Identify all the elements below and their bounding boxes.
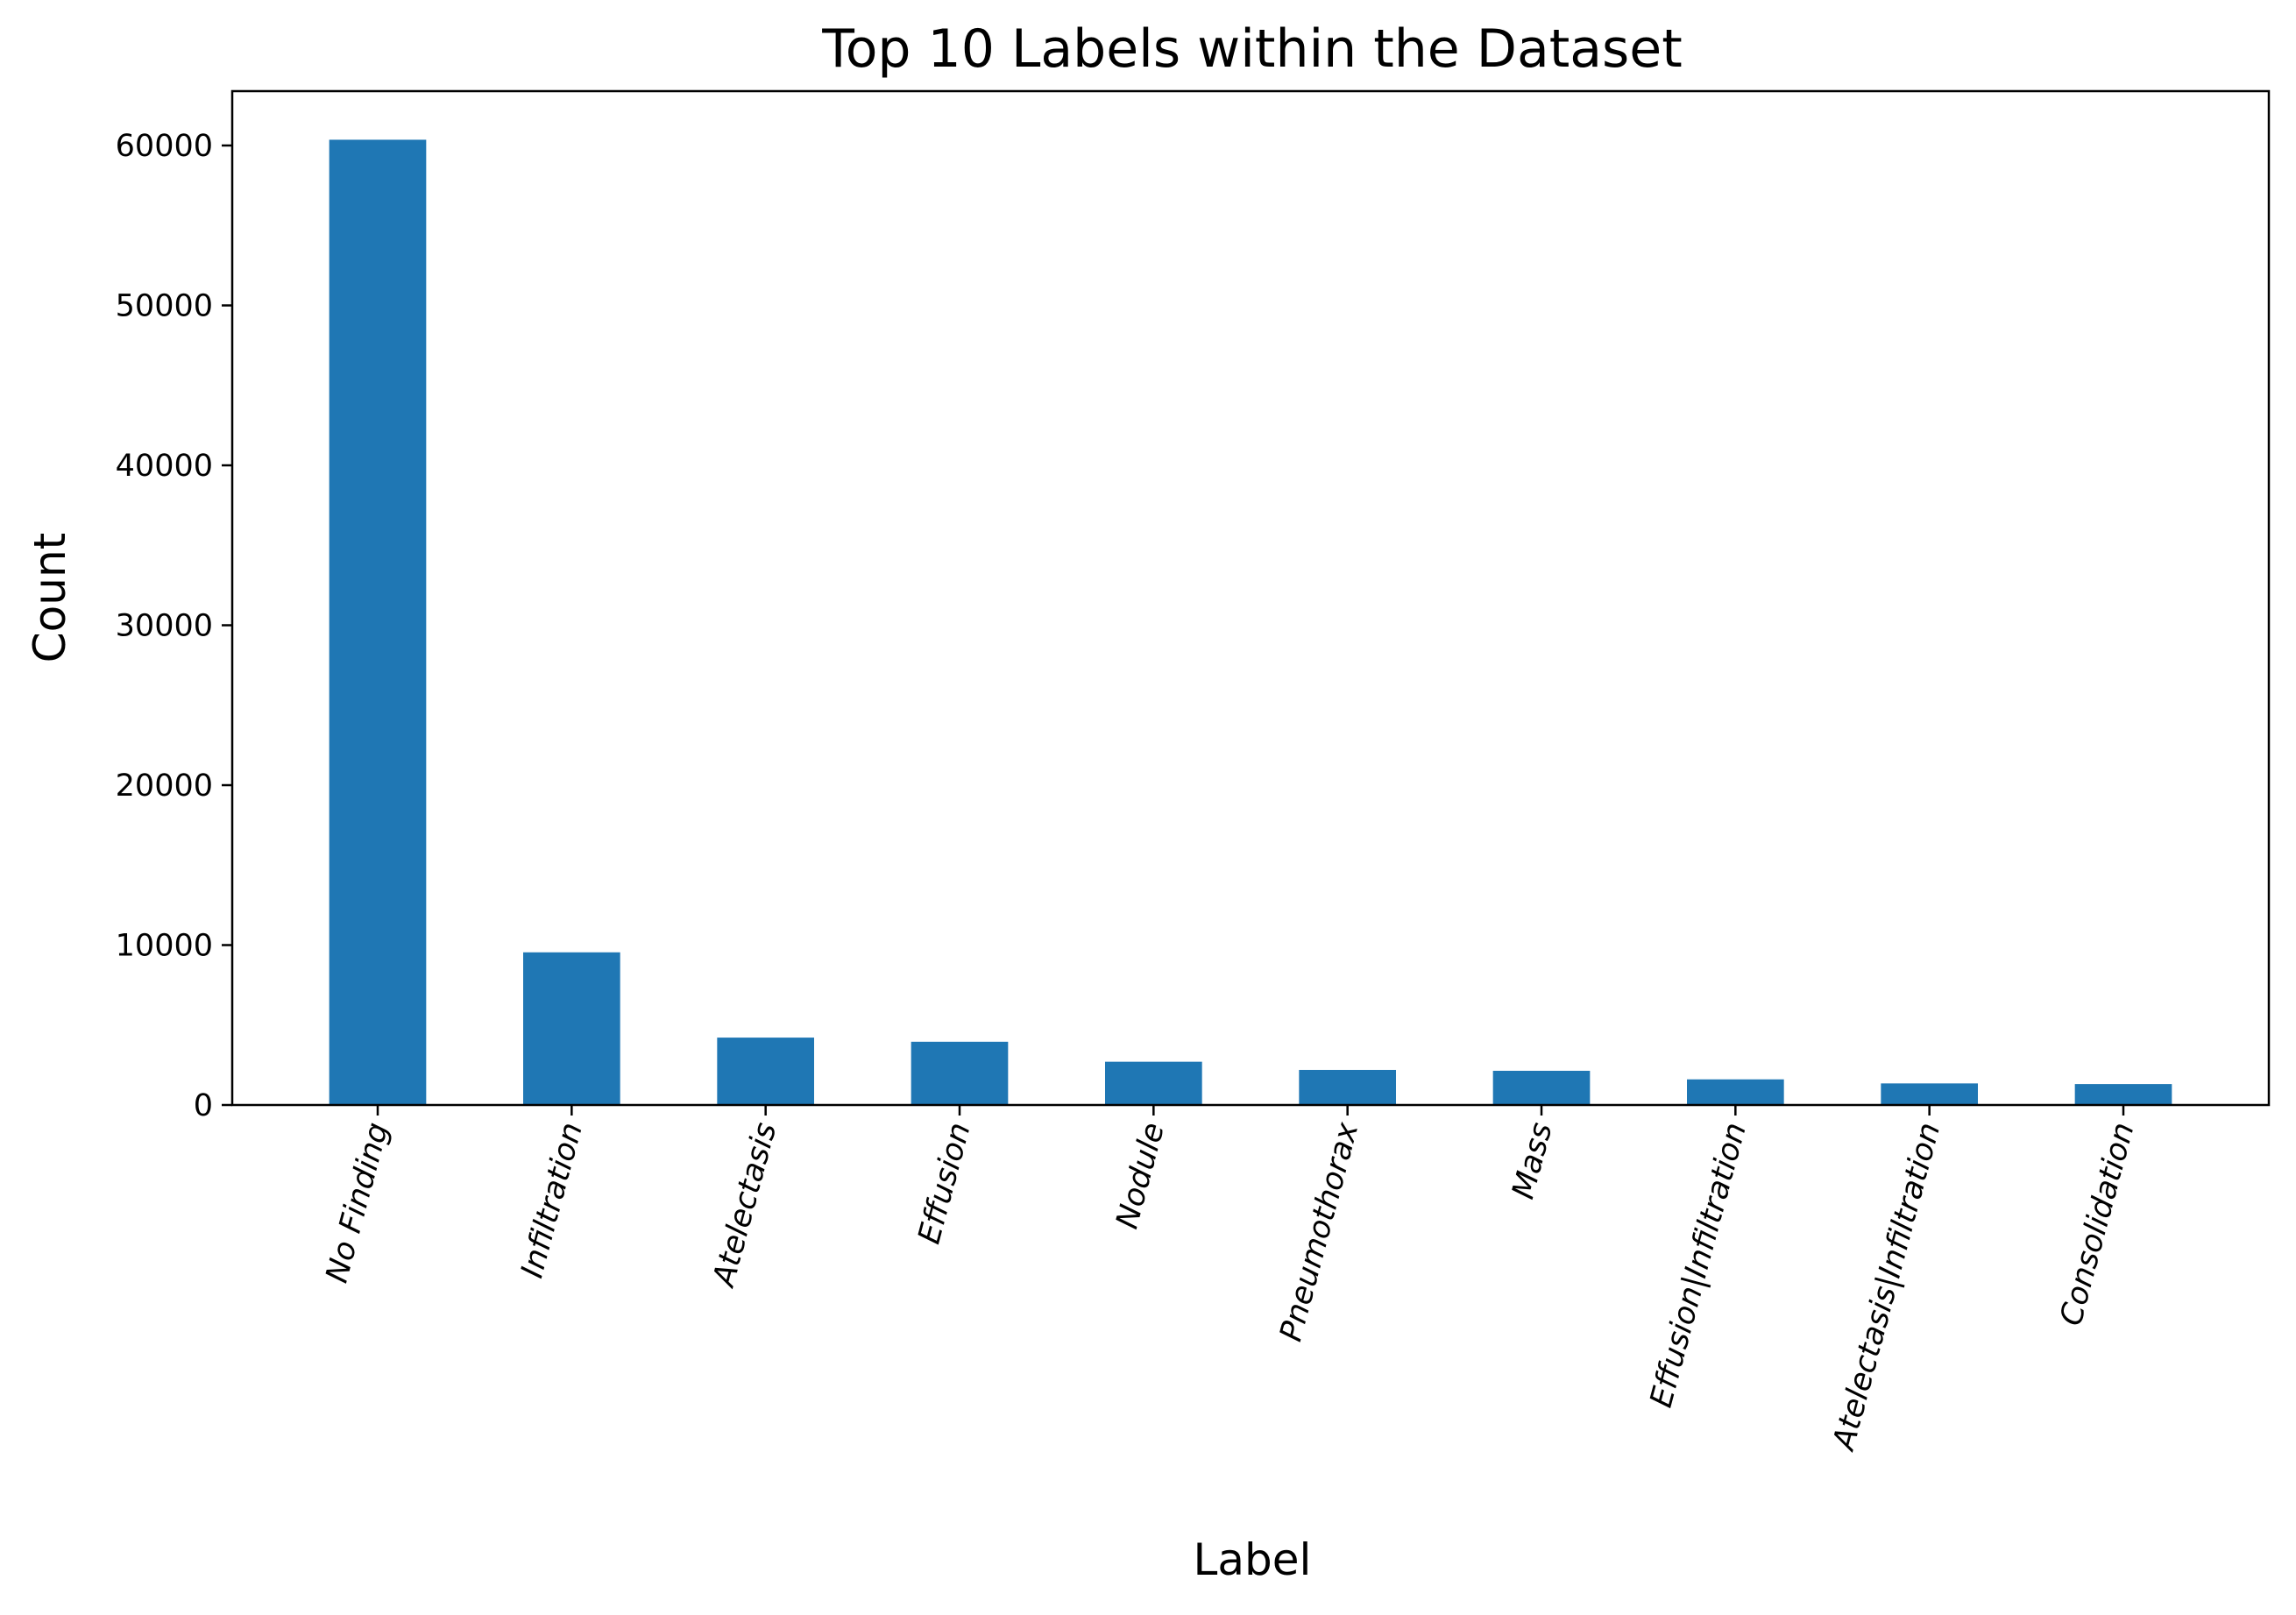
x-tick-label: Atelectasis|Infiltration xyxy=(1826,1119,1948,1456)
bar xyxy=(2074,1084,2172,1105)
y-tick-label: 0 xyxy=(194,1088,213,1123)
x-tick-label: Effusion|Infiltration xyxy=(1644,1119,1754,1411)
y-tick-label: 60000 xyxy=(116,129,213,164)
x-tick-label: Nodule xyxy=(1109,1119,1172,1232)
bar xyxy=(329,139,427,1105)
y-tick-label: 50000 xyxy=(116,289,213,324)
y-axis-ticks: 0 10000 20000 30000 40000 50000 60000 xyxy=(116,129,232,1123)
x-tick-label: Infiltration xyxy=(514,1119,590,1282)
y-tick-label: 10000 xyxy=(116,929,213,964)
bar xyxy=(911,1041,1009,1105)
y-axis-label: Count xyxy=(25,533,75,663)
y-tick-label: 30000 xyxy=(116,609,213,644)
bar xyxy=(1881,1083,1978,1105)
bars xyxy=(329,139,2172,1105)
x-tick-label: Mass xyxy=(1506,1119,1559,1202)
bar xyxy=(1299,1069,1396,1105)
y-tick-label: 20000 xyxy=(116,769,213,804)
x-tick-label: Consolidation xyxy=(2053,1119,2141,1329)
x-axis-ticks: No Finding Infiltration Atelectasis Effusio… xyxy=(320,1105,2142,1455)
x-tick-label: Atelectasis xyxy=(706,1119,784,1292)
x-axis-label: Label xyxy=(1194,1534,1312,1585)
x-tick-label: Effusion xyxy=(912,1119,978,1248)
bar xyxy=(1492,1070,1591,1105)
x-tick-label: No Finding xyxy=(320,1119,396,1286)
plot-area-frame xyxy=(230,89,2271,1107)
bar xyxy=(717,1038,814,1105)
y-tick-label: 40000 xyxy=(116,449,213,484)
bar xyxy=(1687,1079,1784,1105)
x-tick-label: Pneumothorax xyxy=(1273,1119,1365,1345)
bar xyxy=(523,952,620,1105)
chart-title: Top 10 Labels within the Dataset xyxy=(821,18,1683,80)
bar xyxy=(1105,1061,1202,1105)
